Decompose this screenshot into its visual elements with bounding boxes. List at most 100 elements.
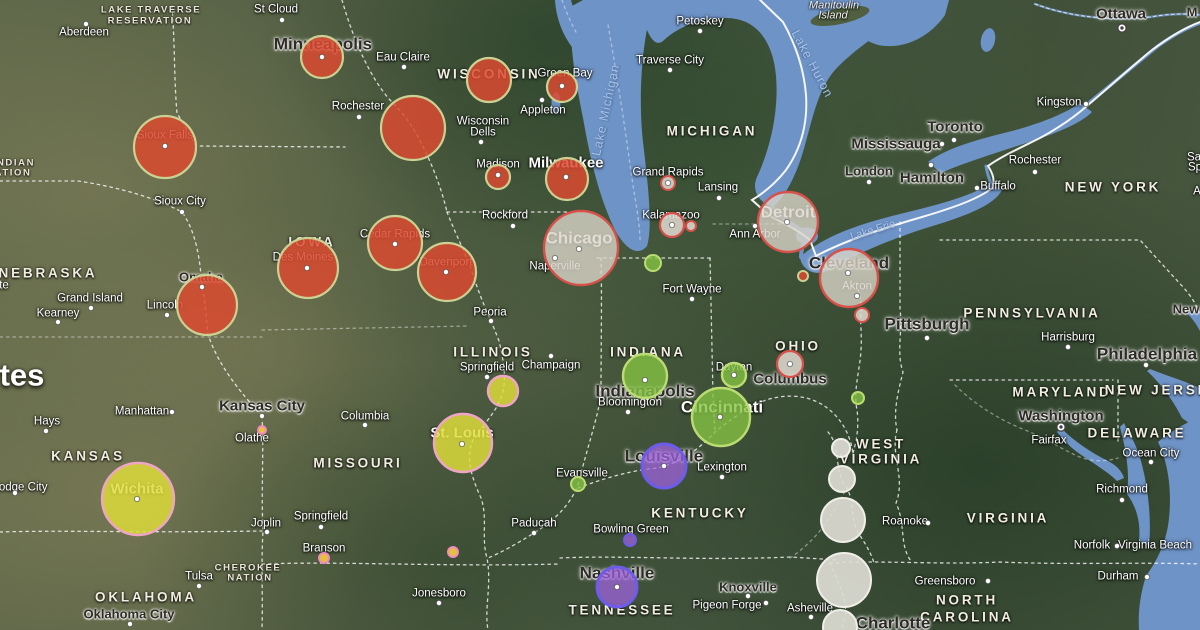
label-kansas: KANSAS [51, 448, 125, 464]
city-dot [718, 473, 726, 481]
label-lexington: Lexington [697, 461, 747, 474]
bubble-wv-chain-4[interactable] [816, 552, 872, 608]
bubble-bowling-green[interactable] [623, 533, 637, 547]
bubble-cleveland[interactable] [818, 247, 880, 309]
bubble-evansville[interactable] [570, 476, 586, 492]
label-ation: ATION [0, 167, 32, 179]
label-kansas-city: Kansas City [219, 397, 305, 415]
international-border [750, 0, 1200, 258]
label-virginia-beach: Virginia Beach [1118, 539, 1192, 552]
city-dot [483, 373, 491, 381]
bubble-gary[interactable] [644, 254, 662, 272]
label-eau-claire: Eau Claire [376, 51, 430, 64]
city-dot [1147, 458, 1155, 466]
label-island: Island [818, 9, 848, 22]
bubble-youngstown[interactable] [854, 307, 870, 323]
bubble-toledo-dot[interactable] [797, 270, 809, 282]
city-dot [126, 620, 134, 628]
city-dot [853, 292, 861, 300]
label-manhattan: Manhattan [114, 405, 170, 418]
label-jonesboro: Jonesboro [412, 587, 466, 600]
label-evansville: Evansville [556, 467, 608, 480]
city-dot [666, 66, 674, 74]
green-bay-water [555, 0, 591, 53]
city-dot [509, 222, 517, 230]
label-greensboro: Greensboro [914, 575, 976, 588]
label-petoskey: Petoskey [676, 15, 724, 28]
city-dot [82, 20, 90, 28]
city-dot [435, 599, 443, 607]
label-pittsburgh: Pittsburgh [884, 314, 970, 334]
city-dot [1118, 496, 1126, 504]
label-oklahoma-city: Oklahoma City [83, 606, 175, 622]
label-columbia: Columbia [340, 410, 390, 423]
city-dot [807, 613, 815, 621]
label-tulsa: Tulsa [185, 570, 213, 583]
bubble-branson[interactable] [318, 552, 330, 564]
label-cherokee: CHEROKEE [214, 562, 282, 574]
bubble-wv-chain-2[interactable] [828, 465, 856, 493]
delaware-bay [1147, 369, 1200, 431]
city-dot [844, 269, 852, 277]
label-new: New [1172, 301, 1200, 317]
label-appleton: Appleton [520, 104, 566, 117]
label-maryland: MARYLAND [1012, 384, 1112, 400]
label-grand-island: Grand Island [57, 292, 123, 305]
label-missouri: MISSOURI [313, 455, 403, 471]
bubble-poplar-bluff[interactable] [447, 546, 459, 558]
city-dot [927, 161, 935, 169]
bubble-battle-creek[interactable] [685, 220, 697, 232]
bubble-omaha-lincoln[interactable] [175, 273, 239, 337]
bubble-indianapolis[interactable] [621, 352, 669, 400]
bubble-la-crosse[interactable] [379, 94, 447, 162]
label-traverse-city: Traverse City [636, 54, 704, 67]
bubble-olathe[interactable] [257, 425, 267, 435]
lake-ontario [928, 103, 1092, 173]
label-peoria: Peoria [473, 306, 507, 319]
bubble-wv-chain-5[interactable] [822, 609, 858, 630]
city-dot [744, 592, 752, 600]
label-tes: tes [0, 357, 45, 393]
city-dot [973, 184, 981, 192]
atlantic-ocean [1138, 417, 1200, 630]
city-dot [530, 529, 538, 537]
city-dot [924, 519, 932, 527]
potomac-river [1057, 428, 1124, 481]
manitoulin-island-land [810, 5, 870, 27]
bubble-huntington[interactable] [851, 391, 865, 405]
city-dot [624, 408, 632, 416]
label-hays: Hays [33, 415, 61, 428]
label-fairfax: Fairfax [1031, 434, 1067, 447]
city-dot [178, 208, 186, 216]
city-dot [613, 583, 621, 591]
label-harrisburg: Harrisburg [1041, 331, 1095, 344]
city-dot [1031, 168, 1039, 176]
label-oklahoma: OKLAHOMA [95, 589, 197, 605]
city-dot [575, 245, 583, 253]
label-rochester: Rochester [1008, 154, 1062, 167]
bubble-wv-chain-1[interactable] [831, 438, 851, 458]
city-dot [87, 304, 95, 312]
bubble-wv-chain-3[interactable] [820, 497, 866, 543]
city-dot [195, 582, 203, 590]
city-dot [668, 221, 676, 229]
city-dot [198, 283, 206, 291]
label-st-cloud: St Cloud [253, 3, 299, 16]
bubble-wisconsin-central[interactable] [465, 56, 513, 104]
label-joplin: Joplin [250, 517, 282, 530]
label-grand-rapids: Grand Rapids [632, 166, 704, 179]
label-ndian: NDIAN [0, 157, 36, 169]
label-dells: Dells [470, 126, 496, 139]
city-dot [391, 240, 399, 248]
label-aberdeen: Aberdeen [59, 26, 109, 39]
city-dot [950, 136, 958, 144]
label-ottawa: Ottawa [1095, 5, 1147, 23]
label-reservation: RESERVATION [107, 15, 193, 27]
city-dot [161, 142, 169, 150]
city-dot [1142, 361, 1150, 369]
city-dot [938, 140, 946, 148]
bubble-springfield-il[interactable] [486, 374, 520, 408]
label-champaign: Champaign [521, 359, 581, 372]
label-asheville: Asheville [786, 602, 834, 615]
